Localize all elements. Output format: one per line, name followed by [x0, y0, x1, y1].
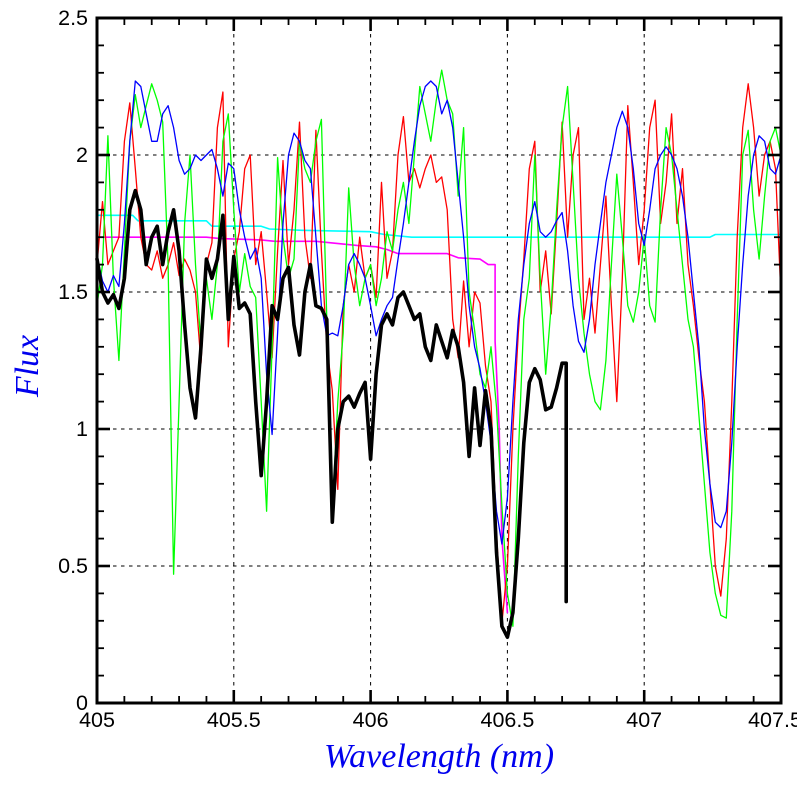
x-tick-labels: 405 405.5 406 406.5 407 407.5 [79, 708, 797, 732]
y-tick-label: 0 [76, 691, 88, 715]
y-axis-title: Flux [9, 334, 46, 398]
x-axis-title: Wavelength (nm) [323, 738, 555, 775]
x-tick-label: 407 [626, 708, 662, 732]
x-tick-label: 406 [353, 708, 389, 732]
x-tick-label: 407.5 [748, 708, 797, 732]
x-tick-label: 405 [79, 708, 115, 732]
x-tick-label: 406.5 [480, 708, 534, 732]
y-tick-label: 2.5 [58, 6, 88, 30]
cyan-flat-continuum-line [96, 214, 782, 238]
plot-border [95, 16, 783, 705]
y-tick-label: 1 [76, 417, 88, 441]
series-lines [95, 69, 782, 640]
magenta-step-continuum-line [96, 236, 509, 614]
y-tick-label: 2 [76, 143, 88, 167]
x-tick-label: 405.5 [207, 708, 261, 732]
y-tick-label: 0.5 [58, 554, 88, 578]
axis-ticks [95, 16, 783, 705]
green-noisy-spectrum-line [96, 69, 782, 627]
red-noisy-spectrum-line [96, 83, 782, 625]
blue-smooth-spectrum-line [96, 80, 782, 545]
black-thick-observed-spectrum-line [95, 188, 569, 640]
y-tick-labels: 0 0.5 1 1.5 2 2.5 [58, 6, 88, 715]
gridlines [97, 18, 781, 703]
y-tick-label: 1.5 [58, 280, 88, 304]
